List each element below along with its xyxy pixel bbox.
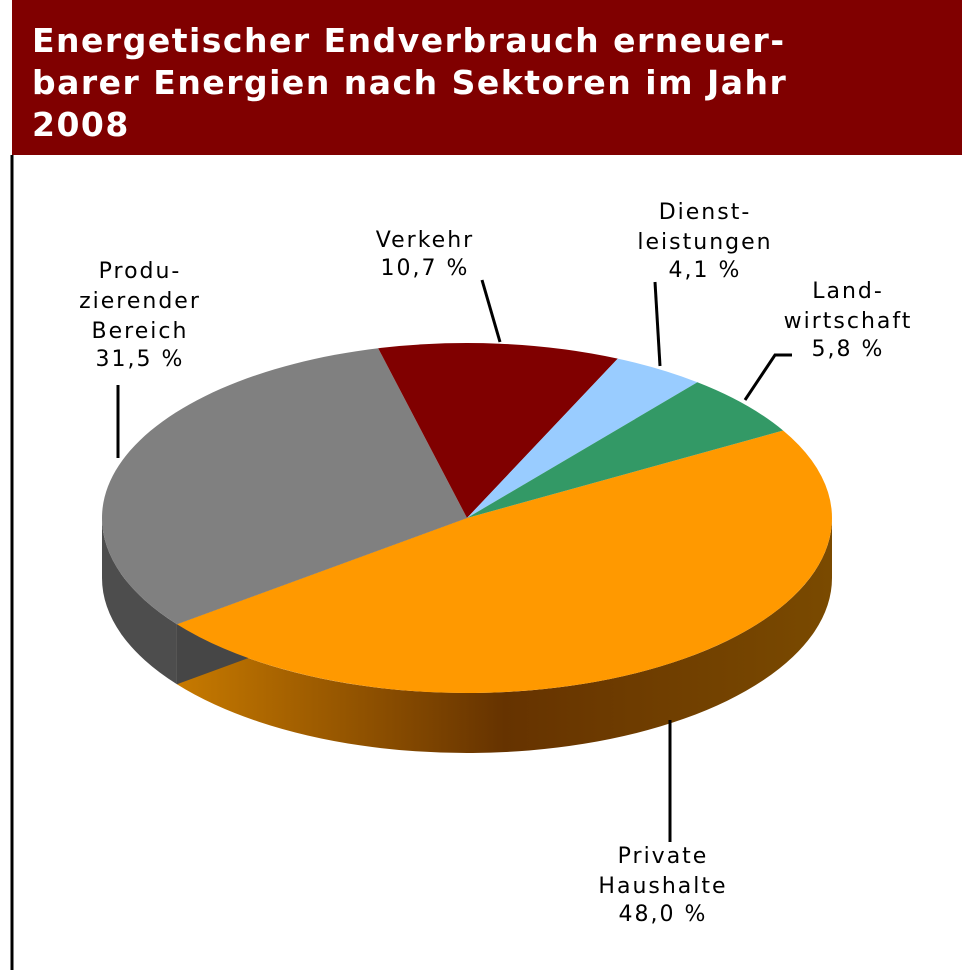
slice-label: leistungen: [637, 230, 772, 255]
slice-label: Produ-: [99, 259, 182, 284]
slice: [101, 348, 467, 625]
slice-label: zierender: [79, 289, 201, 314]
slice-label: Bereich: [92, 319, 189, 344]
slice-side: [176, 518, 832, 753]
slice: [467, 358, 698, 518]
leader-line: [653, 281, 662, 367]
slice-label: Verkehr: [376, 228, 474, 253]
value-label: 5,8 %: [812, 337, 885, 362]
slice-label: Haushalte: [598, 874, 727, 899]
title-line: Energetischer Endverbrauch erneuer-: [32, 21, 786, 60]
slice-label: Private: [618, 844, 709, 869]
slice-label: Land-: [812, 279, 884, 304]
slice: [467, 382, 784, 518]
value-label: 31,5 %: [96, 347, 185, 372]
leader-line: [480, 279, 502, 343]
slice-label: Dienst-: [659, 200, 752, 225]
value-label: 4,1 %: [669, 258, 742, 283]
chart-title: Energetischer Endverbrauch erneuer-barer…: [12, 0, 962, 155]
slice: [378, 343, 618, 518]
value-label: 48,0 %: [619, 902, 708, 927]
title-line: 2008: [32, 105, 130, 144]
title-line: barer Energien nach Sektoren im Jahr: [32, 63, 788, 102]
leader-line: [743, 353, 792, 401]
slice: [176, 430, 833, 694]
value-label: 10,7 %: [381, 256, 470, 281]
slice-side: [102, 518, 177, 685]
slice-label: wirtschaft: [784, 309, 913, 334]
